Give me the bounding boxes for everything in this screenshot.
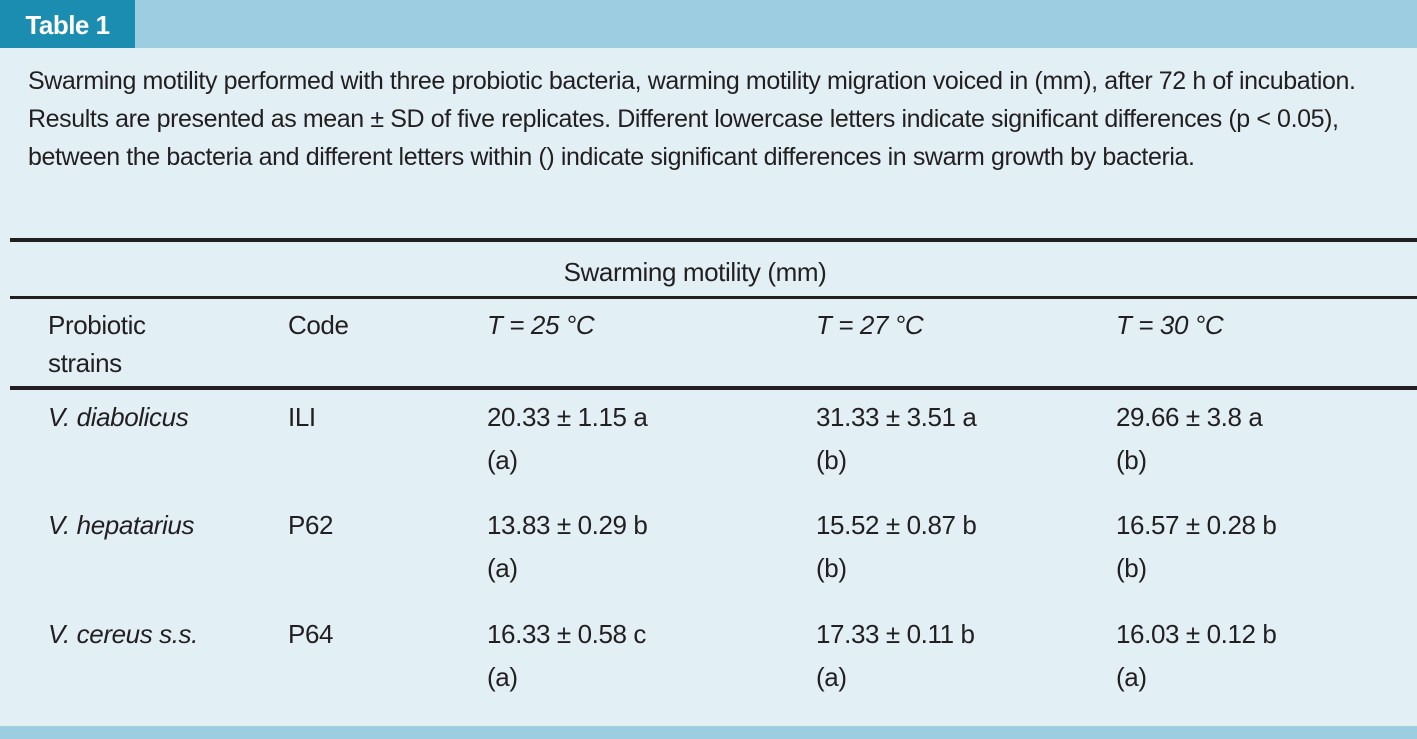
mid-rule — [10, 296, 1417, 299]
caption: Swarming motility performed with three p… — [28, 67, 1356, 171]
column-header: T = 27 °C — [816, 310, 924, 340]
group-letter: (b) — [816, 553, 847, 583]
mean-value: 16.57 ± 0.28 b — [1116, 510, 1277, 540]
strain-cell: V. diabolicus — [48, 402, 189, 432]
group-header: Swarming motility (mm) — [563, 257, 827, 287]
group-letter: (a) — [487, 553, 518, 583]
column-header: T = 25 °C — [487, 310, 595, 340]
table-label: Table 1 — [0, 0, 135, 48]
mean-value: 17.33 ± 0.11 b — [816, 619, 975, 649]
strain-cell: V. cereus s.s. — [48, 619, 198, 649]
group-letter: (a) — [816, 662, 847, 692]
code-cell: P62 — [288, 510, 334, 540]
group-letter: (a) — [487, 662, 518, 692]
group-letter: (a) — [1116, 662, 1147, 692]
mean-value: 20.33 ± 1.15 a — [487, 402, 648, 432]
mean-value: 31.33 ± 3.51 a — [816, 402, 977, 432]
group-letter: (a) — [487, 445, 518, 475]
mean-value: 16.33 ± 0.58 c — [487, 619, 647, 649]
column-header: Code — [288, 310, 349, 340]
group-letter: (b) — [816, 445, 847, 475]
title-bar — [0, 0, 1417, 48]
mean-value: 13.83 ± 0.29 b — [487, 510, 648, 540]
code-cell: ILI — [288, 402, 316, 432]
top-rule — [10, 238, 1417, 242]
mean-value: 15.52 ± 0.87 b — [816, 510, 977, 540]
column-header: Probiotic strains — [48, 310, 146, 378]
column-header: T = 30 °C — [1116, 310, 1224, 340]
code-cell: P64 — [288, 619, 334, 649]
bottom-bar — [0, 726, 1417, 739]
strain-cell: V. hepatarius — [48, 510, 195, 540]
header-rule — [10, 386, 1417, 390]
mean-value: 29.66 ± 3.8 a — [1116, 402, 1263, 432]
group-letter: (b) — [1116, 445, 1147, 475]
group-letter: (b) — [1116, 553, 1147, 583]
mean-value: 16.03 ± 0.12 b — [1116, 619, 1277, 649]
